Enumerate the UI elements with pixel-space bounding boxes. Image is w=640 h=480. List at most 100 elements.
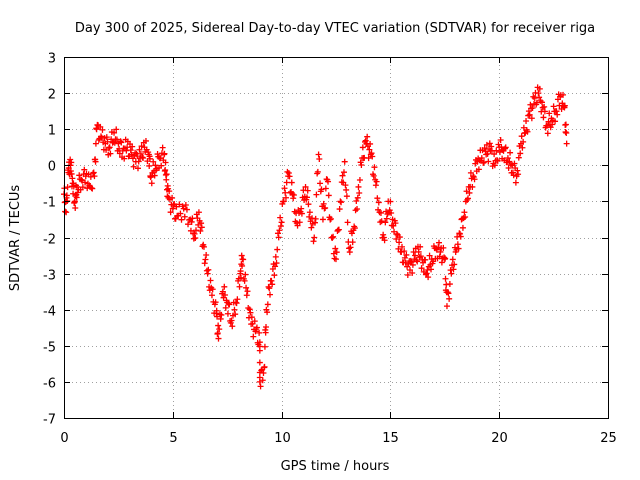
trace-point: [336, 206, 343, 213]
trace-point: [257, 383, 264, 390]
trace-point: [273, 260, 280, 267]
trace-point: [561, 102, 568, 109]
y-tick-label: -2: [43, 233, 56, 248]
trace-point: [372, 182, 379, 189]
trace-point: [358, 161, 365, 168]
data-point: [180, 205, 187, 212]
data-point: [302, 183, 309, 190]
trace-point: [399, 243, 406, 250]
trace-point: [342, 182, 349, 189]
trace-point: [349, 239, 356, 246]
trace-point: [76, 172, 83, 179]
trace-point: [375, 199, 382, 206]
data-point: [393, 230, 400, 237]
data-point: [337, 198, 344, 205]
trace-point: [527, 101, 534, 108]
trace-point: [332, 245, 339, 252]
trace-point: [351, 225, 358, 232]
trace-point: [271, 272, 278, 279]
trace-point: [364, 133, 371, 140]
trace-point: [365, 155, 372, 162]
trace-point: [288, 179, 295, 186]
trace-point: [469, 183, 476, 190]
trace-point: [438, 259, 445, 266]
data-point: [97, 133, 104, 140]
trace-point: [370, 172, 377, 179]
data-point: [152, 162, 159, 169]
trace-point: [266, 285, 273, 292]
trace-point: [298, 210, 305, 217]
trace-point: [377, 209, 384, 216]
trace-point: [272, 253, 279, 260]
trace-point: [130, 163, 137, 170]
trace-point: [159, 144, 166, 151]
trace-point: [368, 150, 375, 157]
trace-point: [238, 252, 245, 259]
y-tick-label: 2: [48, 88, 56, 103]
trace-point: [73, 194, 80, 201]
y-tick-label: -5: [43, 341, 56, 356]
data-point: [298, 205, 305, 212]
trace-point: [325, 192, 332, 199]
trace-point: [435, 239, 442, 246]
trace-point: [256, 359, 263, 366]
trace-point: [117, 138, 124, 145]
trace-point: [552, 118, 559, 125]
trace-point: [274, 230, 281, 237]
trace-point: [146, 155, 153, 162]
trace-point: [457, 233, 464, 240]
trace-point: [353, 198, 360, 205]
trace-point: [107, 150, 114, 157]
trace-point: [491, 151, 498, 158]
trace-point: [373, 178, 380, 185]
trace-point: [243, 284, 250, 291]
data-point: [306, 209, 313, 216]
trace-point: [224, 310, 231, 317]
trace-point: [446, 281, 453, 288]
trace-point: [81, 166, 88, 173]
trace-point: [262, 329, 269, 336]
trace-point: [177, 210, 184, 217]
trace-point: [541, 103, 548, 110]
trace-point: [313, 191, 320, 198]
data-point: [491, 162, 498, 169]
trace-point: [261, 343, 268, 350]
trace-point: [509, 169, 516, 176]
trace-point: [217, 315, 224, 322]
data-point: [461, 209, 468, 216]
trace-point: [409, 269, 416, 276]
trace-point: [64, 184, 71, 191]
trace-point: [451, 261, 458, 268]
trace-point: [240, 256, 247, 263]
trace-point: [253, 324, 260, 331]
data-point: [398, 248, 405, 255]
trace-point: [445, 290, 452, 297]
trace-point: [72, 205, 79, 212]
trace-point: [450, 266, 457, 273]
data-point: [544, 122, 551, 129]
y-tick-label: -1: [43, 196, 56, 211]
trace-point: [87, 173, 94, 180]
trace-point: [423, 270, 430, 277]
axis-ticks: 0 5 10 15 20 25 -7 -6 -5 -4 -3 -2 -1 0 1 2 3: [43, 52, 617, 447]
trace-point: [198, 224, 205, 231]
trace-point: [502, 144, 509, 151]
trace-point: [455, 245, 462, 252]
trace-point: [264, 301, 271, 308]
trace-point: [146, 162, 153, 169]
trace-point: [382, 219, 389, 226]
x-tick-label: 15: [382, 431, 399, 446]
trace-point: [256, 329, 263, 336]
trace-point: [404, 272, 411, 279]
trace-point: [74, 189, 81, 196]
trace-point: [380, 231, 387, 238]
trace-point: [444, 289, 451, 296]
trace-point: [414, 258, 421, 265]
data-point: [280, 198, 287, 205]
data-point: [504, 155, 511, 162]
trace-point: [311, 219, 318, 226]
trace-point: [310, 238, 317, 245]
trace-point: [209, 286, 216, 293]
